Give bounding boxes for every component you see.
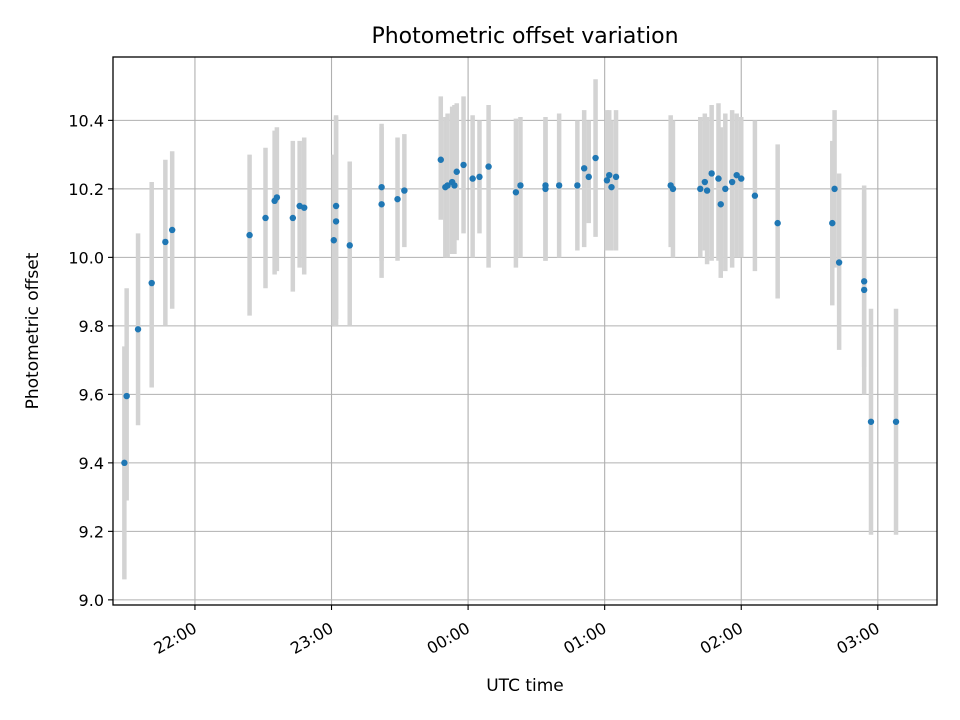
- grid-layer: [113, 57, 937, 605]
- data-point: [608, 183, 615, 191]
- data-point: [123, 392, 130, 400]
- y-tick-label: 9.0: [79, 591, 104, 610]
- y-tick-label: 9.4: [79, 454, 104, 473]
- data-point: [697, 185, 704, 193]
- data-point: [512, 189, 520, 196]
- data-point: [460, 161, 467, 169]
- data-point: [774, 219, 781, 227]
- plot-frame: [112, 56, 938, 606]
- data-point: [148, 279, 155, 287]
- x-tick-label: 00:00: [424, 618, 473, 658]
- data-point: [733, 171, 740, 179]
- data-point: [542, 182, 549, 189]
- data-point: [301, 204, 308, 211]
- data-point: [701, 178, 709, 186]
- y-tick-label: 9.2: [79, 522, 104, 541]
- data-point: [517, 182, 524, 189]
- x-axis-label: UTC time: [486, 676, 564, 696]
- x-tick-label: 01:00: [560, 618, 609, 658]
- data-point: [162, 238, 169, 246]
- y-tick-label: 10.4: [68, 111, 104, 130]
- tick-layer: 22:00 23:00 00:00 01:00 02:00 03:00 9.0 9.2 9.4 9…: [68, 111, 882, 658]
- data-point: [134, 326, 142, 333]
- data-point: [580, 165, 588, 172]
- data-point: [738, 175, 745, 182]
- data-point: [722, 185, 729, 193]
- data-point: [728, 178, 736, 186]
- errorbar-layer: [122, 79, 899, 580]
- y-tick-label: 9.8: [79, 317, 104, 336]
- data-point: [606, 171, 613, 179]
- x-tick-label: 03:00: [833, 618, 882, 658]
- data-point: [451, 182, 458, 189]
- x-tick-label: 23:00: [287, 618, 336, 658]
- data-point: [829, 219, 836, 227]
- data-point: [715, 175, 722, 182]
- data-point: [892, 418, 900, 425]
- data-point: [603, 177, 611, 184]
- data-point: [476, 173, 483, 181]
- data-point: [860, 286, 868, 294]
- data-point: [574, 182, 581, 189]
- data-point: [332, 218, 340, 225]
- data-point: [585, 173, 592, 181]
- data-point: [703, 187, 711, 194]
- data-point: [378, 183, 385, 191]
- data-point: [401, 187, 408, 194]
- data-point: [860, 278, 868, 285]
- data-point: [444, 182, 451, 189]
- data-point: [708, 170, 715, 177]
- data-point: [273, 194, 281, 201]
- data-point: [262, 214, 269, 222]
- data-point: [867, 418, 875, 425]
- data-point: [485, 163, 492, 170]
- data-point: [555, 182, 563, 189]
- data-point: [394, 195, 401, 203]
- x-tick-label: 22:00: [151, 618, 200, 658]
- data-point: [835, 259, 843, 266]
- data-point: [592, 154, 599, 162]
- data-point: [246, 231, 253, 239]
- data-point: [289, 214, 297, 222]
- data-point: [168, 226, 176, 234]
- data-point: [612, 173, 620, 181]
- x-tick-label: 02:00: [697, 618, 746, 658]
- chart-title: Photometric offset variation: [371, 24, 678, 49]
- data-point: [453, 168, 460, 175]
- point-layer: [121, 154, 900, 467]
- data-point: [332, 202, 340, 210]
- data-point: [378, 201, 385, 208]
- y-tick-label: 10.0: [68, 248, 104, 267]
- y-tick-label: 10.2: [68, 180, 104, 199]
- data-point: [330, 237, 337, 244]
- data-point: [121, 459, 128, 467]
- y-axis-label: Photometric offset: [23, 252, 43, 409]
- data-point: [751, 192, 759, 199]
- data-point: [437, 156, 444, 163]
- data-point: [717, 201, 724, 208]
- data-point: [346, 242, 353, 249]
- data-point: [669, 185, 677, 193]
- data-point: [469, 175, 476, 182]
- data-point: [831, 185, 838, 193]
- y-tick-label: 9.6: [79, 385, 104, 404]
